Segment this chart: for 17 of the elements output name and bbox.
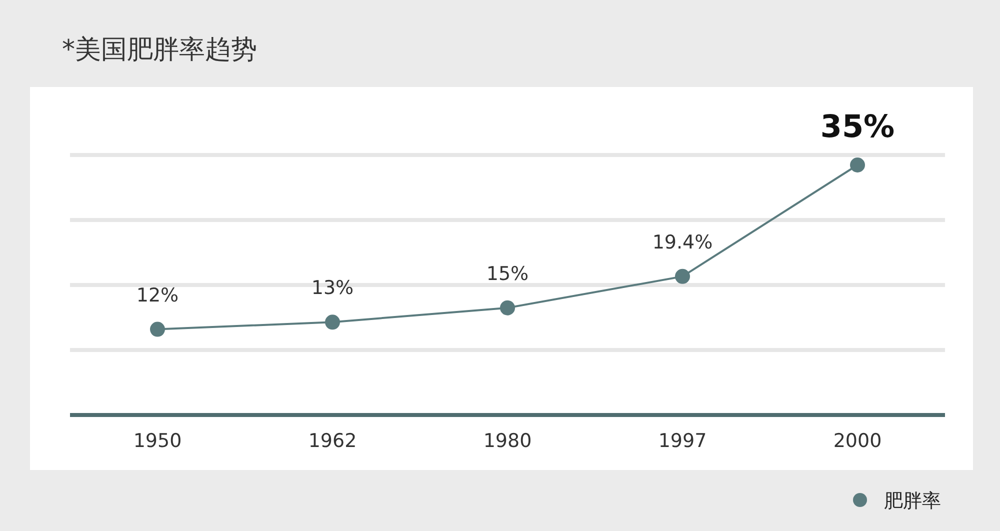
x-tick-label: 1950 (133, 430, 182, 452)
point (850, 158, 865, 172)
data-label: 15% (486, 262, 529, 285)
point (500, 300, 515, 316)
chart-title: *美国肥胖率趋势 (62, 35, 257, 65)
data-label: 13% (311, 277, 354, 300)
legend-label: 肥胖率 (884, 490, 941, 512)
point (325, 314, 340, 330)
point (675, 268, 690, 284)
x-tick-label: 1980 (483, 430, 532, 452)
data-label: 12% (136, 284, 179, 306)
x-tick-label: 1962 (308, 430, 357, 452)
data-label: 19.4% (652, 231, 713, 254)
data-label: 35% (820, 109, 895, 145)
x-tick-label: 1997 (658, 430, 707, 452)
point (150, 322, 165, 337)
x-tick-label: 2000 (833, 430, 882, 452)
